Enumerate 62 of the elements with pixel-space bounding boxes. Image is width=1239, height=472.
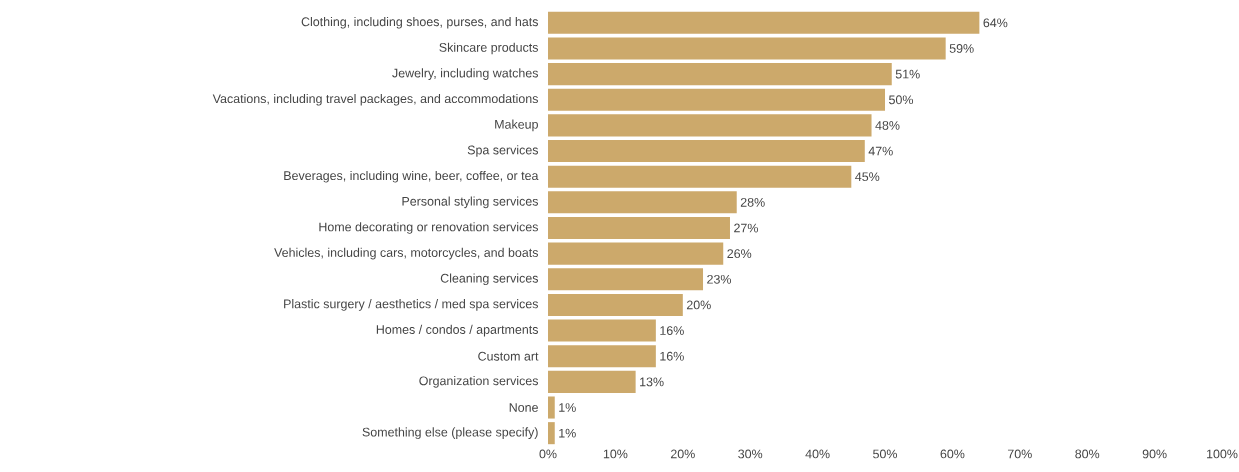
y-tick-label: Custom art — [478, 351, 539, 361]
x-tick-label: 30% — [738, 449, 763, 459]
y-tick-label: Vehicles, including cars, motorcycles, and boats — [274, 247, 538, 260]
y-tick-label: Spa services — [467, 145, 539, 157]
data-label: 26% — [727, 249, 752, 259]
bar — [548, 422, 555, 445]
data-label: 16% — [660, 326, 684, 335]
y-tick-label: Vacations, including travel packages, and accommodations — [212, 93, 538, 106]
data-label: 64% — [983, 18, 1008, 28]
data-label: 59% — [949, 44, 974, 53]
data-label: 13% — [640, 377, 664, 387]
x-tick-label: 50% — [873, 449, 898, 459]
data-label: 51% — [895, 69, 920, 79]
bar — [548, 63, 892, 86]
bar — [548, 216, 730, 240]
x-tick-label: 80% — [1075, 449, 1100, 459]
y-tick-label: Personal styling services — [402, 196, 539, 209]
bar — [548, 114, 872, 137]
x-tick-label: 100% — [1207, 449, 1238, 459]
data-label: 20% — [686, 300, 711, 310]
data-label: 45% — [855, 172, 880, 182]
bar — [548, 370, 636, 393]
data-label: 16% — [660, 351, 684, 361]
bar — [548, 319, 656, 342]
data-label: 1% — [559, 403, 576, 412]
data-label: 48% — [875, 121, 900, 130]
y-tick-label: Plastic surgery / aesthetics / med spa services — [284, 299, 539, 311]
bar — [548, 268, 704, 291]
data-label: 23% — [707, 274, 732, 284]
x-tick-label: 10% — [603, 449, 628, 459]
bar — [548, 293, 683, 316]
y-tick-label: Organization services — [419, 376, 539, 388]
bar — [548, 396, 555, 419]
bar — [548, 37, 946, 60]
y-tick-label: Something else (please specify) — [362, 427, 538, 439]
bar — [548, 345, 656, 368]
y-tick-label: Homes / condos / apartments — [376, 324, 539, 337]
data-label: 28% — [740, 197, 765, 207]
bar — [548, 191, 737, 214]
bar — [548, 242, 724, 265]
x-tick-label: 20% — [670, 449, 695, 459]
x-tick-label: 90% — [1142, 449, 1167, 459]
x-tick-label: 40% — [805, 449, 830, 459]
y-tick-label: Clothing, including shoes, purses, and hats — [301, 17, 538, 29]
x-tick-label: 0% — [539, 449, 557, 459]
y-tick-label: Makeup — [495, 119, 538, 132]
y-tick-label: None — [509, 403, 538, 412]
y-tick-label: Cleaning services — [440, 273, 539, 286]
data-label: 47% — [868, 146, 893, 156]
bar — [548, 88, 886, 111]
x-tick-label: 60% — [940, 449, 965, 459]
bar — [548, 11, 980, 34]
y-tick-label: Home decorating or renovation services — [319, 222, 538, 234]
x-tick-label: 70% — [1007, 449, 1032, 459]
y-tick-label: Skincare products — [439, 42, 539, 55]
y-tick-label: Jewelry, including watches — [392, 68, 539, 80]
data-label: 27% — [734, 223, 758, 233]
bar — [548, 140, 865, 163]
bar — [548, 165, 852, 188]
data-label: 1% — [559, 428, 576, 438]
y-tick-label: Beverages, including wine, beer, coffee, or tea — [284, 170, 539, 183]
data-label: 50% — [889, 95, 913, 105]
